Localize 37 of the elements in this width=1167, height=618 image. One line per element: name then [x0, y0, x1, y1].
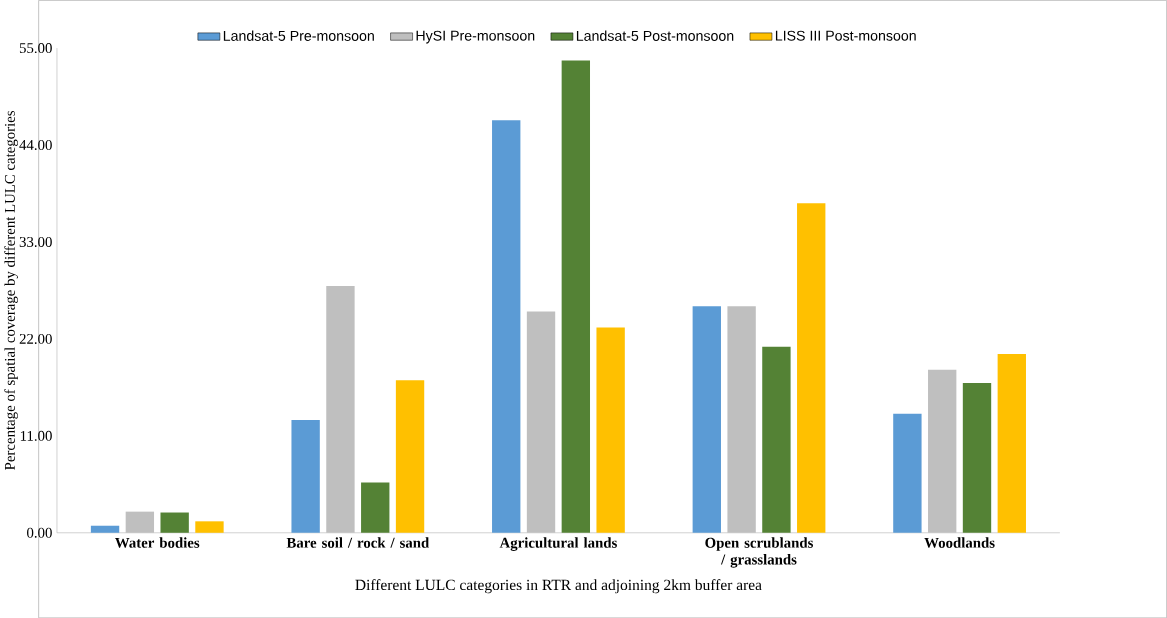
y-tick-label: 55.00 [19, 42, 52, 53]
legend-label: LISS III Post-monsoon [775, 30, 916, 41]
bar [125, 511, 155, 533]
bar [361, 482, 390, 533]
y-tick-label: 33.00 [19, 236, 52, 247]
bar [596, 327, 625, 533]
y-axis-title: Percentage of spatial coverage by different LULC categories [4, 110, 18, 470]
bar [160, 512, 189, 533]
bar [928, 369, 957, 533]
bar [291, 419, 320, 533]
bar [997, 353, 1026, 533]
bar [90, 525, 120, 533]
bar [526, 311, 556, 533]
y-tick-label: 0.00 [27, 527, 52, 538]
x-tick-label: Water bodies [115, 537, 200, 548]
bar [195, 521, 224, 533]
bar [797, 203, 826, 533]
x-axis-title: Different LULC categories in RTR and adjoining 2km buffer area [355, 578, 762, 594]
bar [395, 380, 425, 533]
legend-label: Landsat-5 Post-monsoon [576, 30, 734, 41]
y-tick-label: 22.00 [19, 333, 52, 344]
bar [727, 306, 756, 533]
bar [492, 120, 521, 533]
bar [561, 60, 591, 533]
x-tick-label: Woodlands [924, 537, 995, 548]
legend-label: HySI Pre-monsoon [416, 30, 535, 44]
x-tick-label: Open scrublands / grasslands [705, 537, 813, 568]
bar [692, 306, 721, 533]
bar [762, 346, 791, 533]
legend-label: Landsat-5 Pre-monsoon [223, 30, 374, 41]
x-tick-label: Agricultural lands [499, 537, 617, 551]
x-tick-label: Bare soil / rock / sand [286, 537, 430, 548]
bar [962, 382, 992, 533]
bar [326, 285, 355, 533]
y-tick-label: 44.00 [19, 139, 52, 150]
y-tick-label: 11.00 [20, 430, 52, 441]
bar [893, 413, 922, 533]
